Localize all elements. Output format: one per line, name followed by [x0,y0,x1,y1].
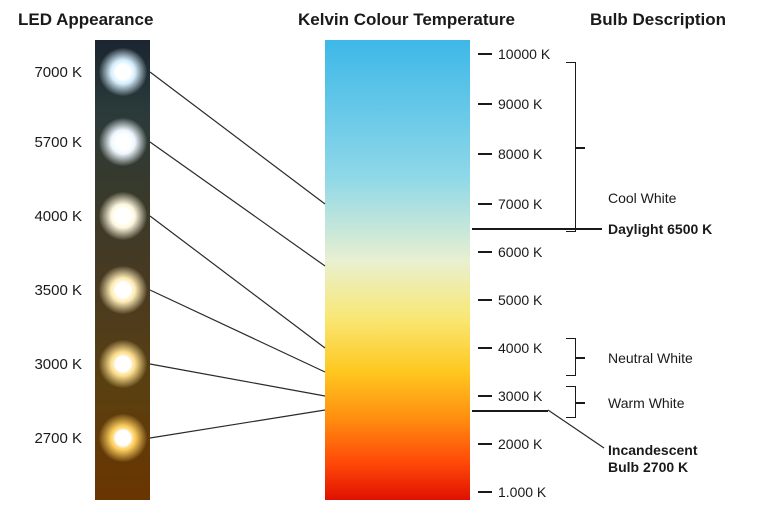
scale-label: 4000 K [498,340,542,356]
scale-tick [478,395,492,397]
scale-tick [478,203,492,205]
scale-tick [478,443,492,445]
scale-label: 7000 K [498,196,542,212]
callout-line [472,228,602,230]
description-label: Cool White [608,190,676,206]
scale-label: 9000 K [498,96,542,112]
led-bulb [99,414,147,462]
scale-tick [478,153,492,155]
bracket-warm-white [566,386,576,418]
led-bulb [99,340,147,388]
header-led-appearance: LED Appearance [18,10,153,30]
bracket-cool-white [566,62,576,232]
scale-tick [478,53,492,55]
led-label: 5700 K [22,134,82,151]
scale-label: 10000 K [498,46,550,62]
scale-tick [478,491,492,493]
description-label: Bulb 2700 K [608,459,688,475]
description-label: Neutral White [608,350,693,366]
scale-tick [478,103,492,105]
led-label: 2700 K [22,430,82,447]
scale-label: 2000 K [498,436,542,452]
led-label: 3500 K [22,282,82,299]
header-bulb-description: Bulb Description [590,10,726,30]
scale-label: 8000 K [498,146,542,162]
scale-label: 6000 K [498,244,542,260]
header-kelvin-temperature: Kelvin Colour Temperature [298,10,515,30]
description-label: Warm White [608,395,684,411]
scale-tick [478,299,492,301]
led-strip [95,40,150,500]
kelvin-gradient-bar [325,40,470,500]
callout-line [472,410,548,412]
led-bulb [99,192,147,240]
led-label: 3000 K [22,356,82,373]
led-bulb [99,48,147,96]
led-label: 7000 K [22,64,82,81]
description-label: Daylight 6500 K [608,221,712,237]
led-label: 4000 K [22,208,82,225]
scale-tick [478,347,492,349]
led-bulb [99,118,147,166]
led-bulb [99,266,147,314]
scale-tick [478,251,492,253]
scale-label: 3000 K [498,388,542,404]
scale-label: 1.000 K [498,484,546,500]
bracket-neutral-white [566,338,576,376]
description-label: Incandescent [608,442,697,458]
scale-label: 5000 K [498,292,542,308]
